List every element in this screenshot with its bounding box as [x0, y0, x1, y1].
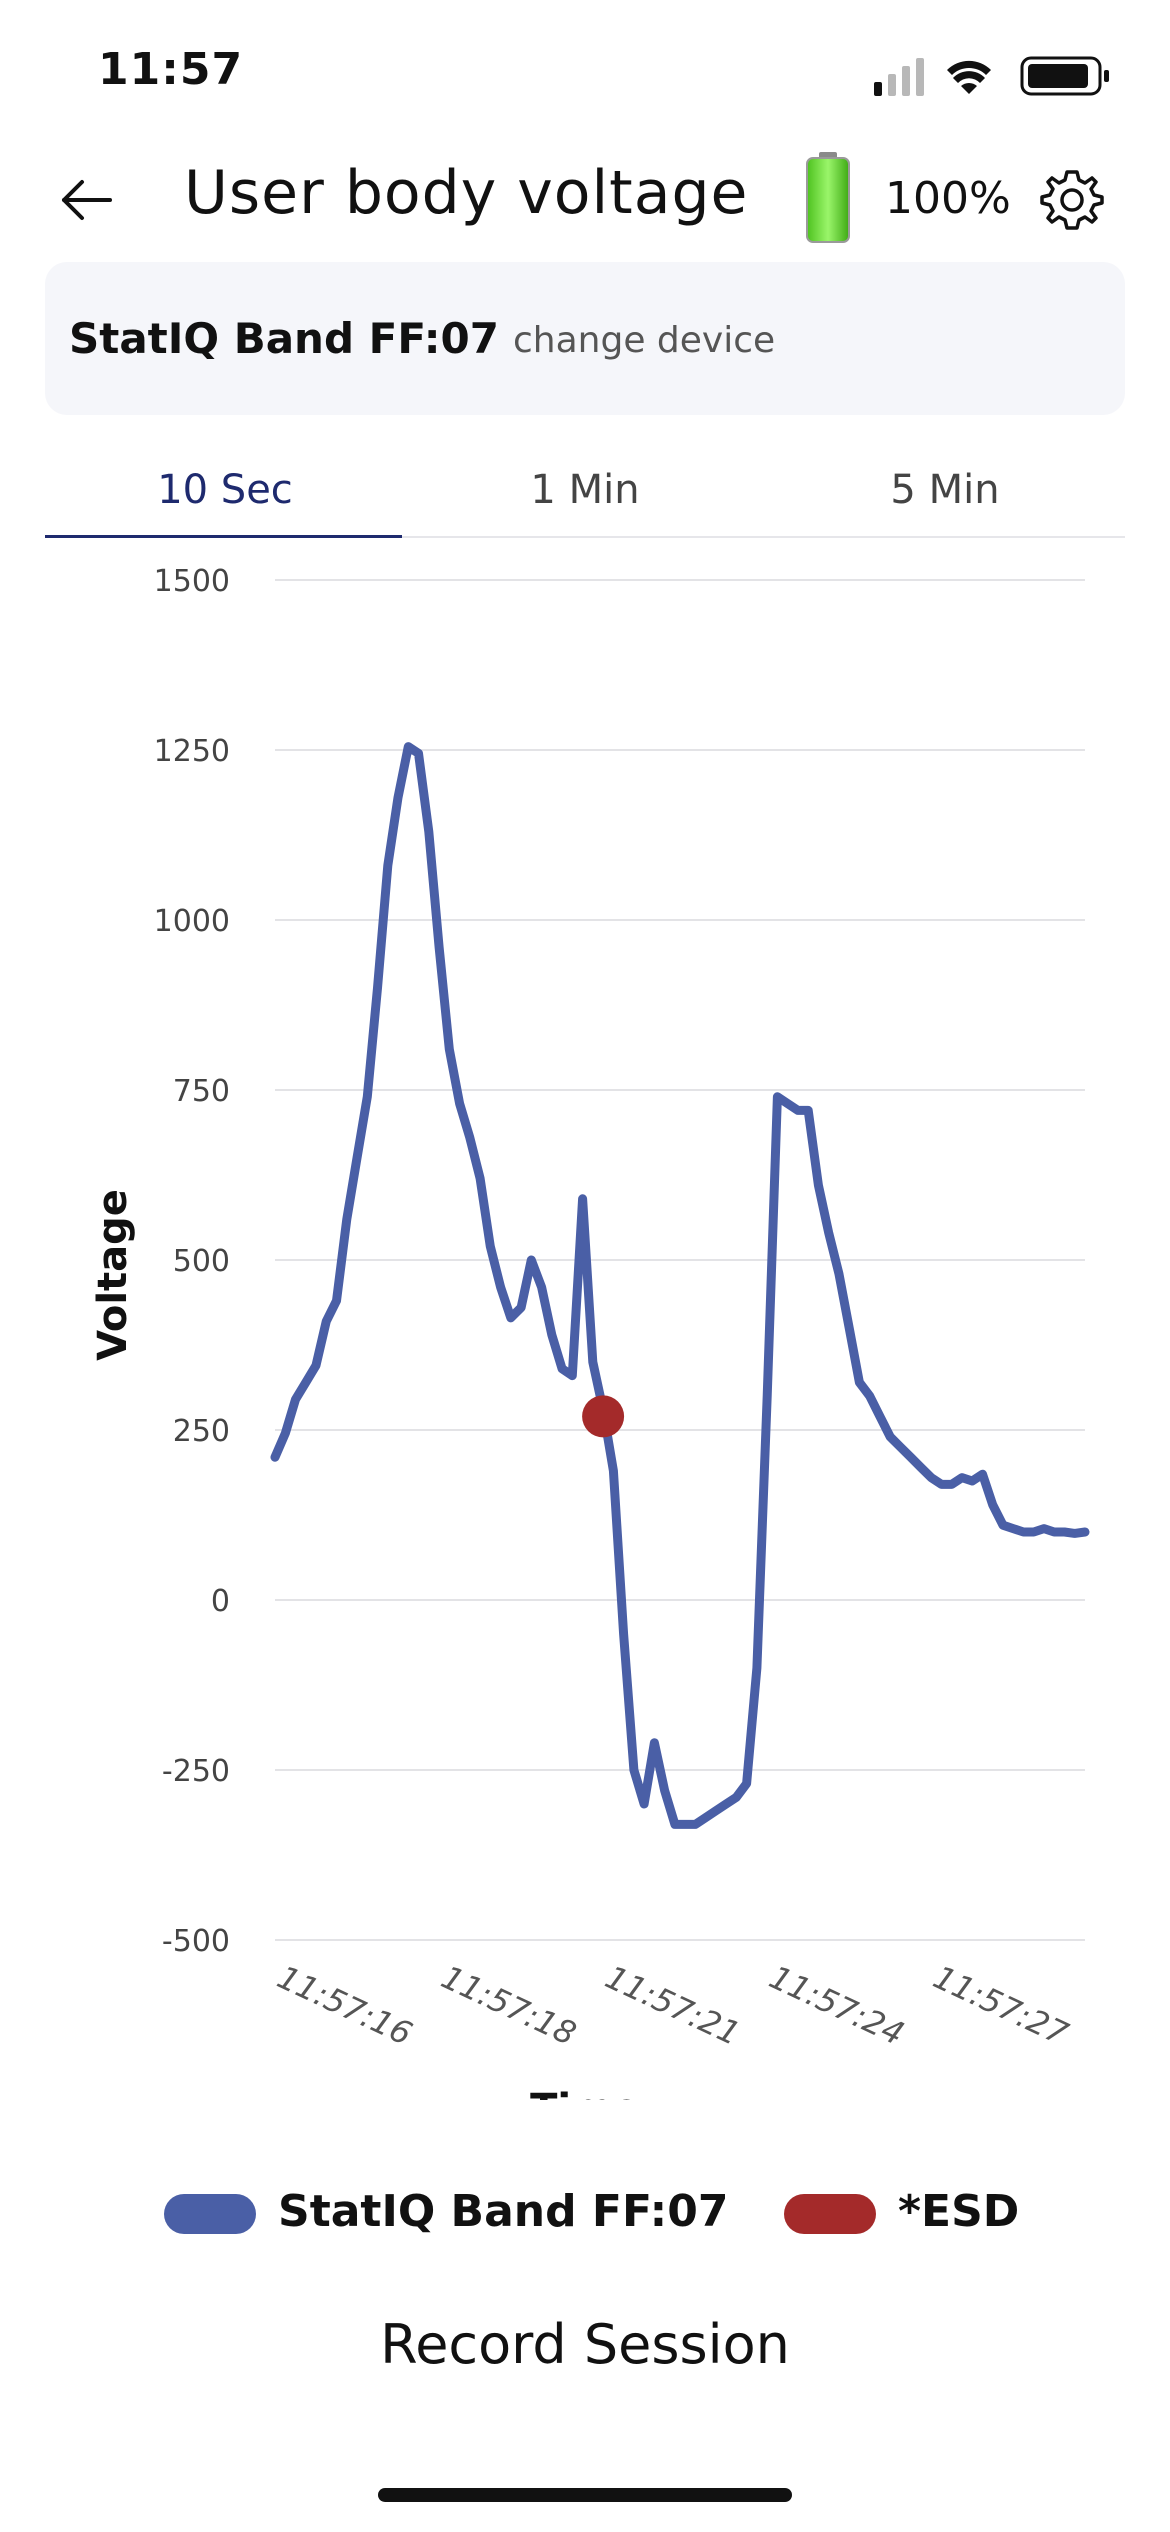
y-tick-label: 0: [211, 1584, 230, 1619]
tab-1-min[interactable]: 1 Min: [405, 450, 765, 536]
legend-swatch-band: [164, 2194, 256, 2234]
active-tab-indicator: [45, 535, 402, 538]
voltage-chart: 1500 1250 1000 750 500 250 0 -250 -500 11:57:16 1…: [0, 540, 1170, 2100]
status-time: 11:57: [98, 44, 244, 95]
status-icons: [874, 56, 1109, 96]
tab-label: 1 Min: [530, 467, 640, 513]
x-tick-label: 11:57:27: [928, 1958, 1075, 2053]
tab-label: 5 Min: [890, 467, 1000, 513]
y-tick-label: -500: [162, 1924, 230, 1959]
tab-label: 10 Sec: [157, 467, 293, 513]
home-indicator: [378, 2488, 792, 2502]
legend-label-band: StatIQ Band FF:07: [278, 2186, 729, 2237]
x-axis-title: Time: [530, 2086, 640, 2100]
tab-5-min[interactable]: 5 Min: [765, 450, 1125, 536]
legend-item-esd[interactable]: *ESD: [784, 2178, 1044, 2248]
change-device-link[interactable]: change device: [513, 320, 776, 361]
y-tick-label: 1500: [154, 564, 230, 599]
x-tick-label: 11:57:24: [764, 1958, 910, 2053]
wifi-icon: [947, 60, 991, 94]
legend-item-band[interactable]: StatIQ Band FF:07: [164, 2178, 728, 2248]
legend-label-esd: *ESD: [898, 2186, 1020, 2237]
y-tick-label: -250: [162, 1754, 230, 1789]
x-tick-label: 11:57:21: [600, 1958, 746, 2053]
tab-10-sec[interactable]: 10 Sec: [45, 450, 405, 538]
y-tick-label: 250: [173, 1414, 230, 1449]
y-axis-title: Voltage: [90, 1189, 136, 1361]
y-tick-label: 1000: [154, 904, 230, 939]
page-title: User body voltage: [184, 158, 749, 228]
y-tick-label: 1250: [154, 734, 230, 769]
header: User body voltage 100%: [0, 140, 1170, 260]
series-line-band: [270, 742, 1090, 1829]
y-tick-label: 750: [173, 1074, 230, 1109]
record-session-button[interactable]: Record Session: [380, 2313, 790, 2376]
gear-icon[interactable]: [1040, 168, 1104, 232]
cellular-signal-icon: [874, 58, 924, 96]
x-tick-label: 11:57:18: [436, 1958, 582, 2053]
device-battery-icon: [1020, 56, 1109, 96]
x-tick-label: 11:57:16: [272, 1958, 418, 2053]
status-bar: 11:57: [0, 0, 1170, 140]
device-card: StatIQ Band FF:07 change device: [45, 262, 1125, 415]
time-range-tabs: 10 Sec 1 Min 5 Min: [45, 450, 1125, 538]
back-arrow-icon[interactable]: [52, 170, 122, 230]
battery-full-icon: [806, 152, 850, 243]
y-tick-label: 500: [173, 1244, 230, 1279]
battery-percent: 100%: [885, 173, 1011, 224]
legend-swatch-esd: [784, 2194, 876, 2234]
device-name: StatIQ Band FF:07: [69, 314, 499, 363]
esd-event-point[interactable]: [582, 1395, 625, 1438]
chart-legend: StatIQ Band FF:07 *ESD: [0, 2178, 1170, 2248]
